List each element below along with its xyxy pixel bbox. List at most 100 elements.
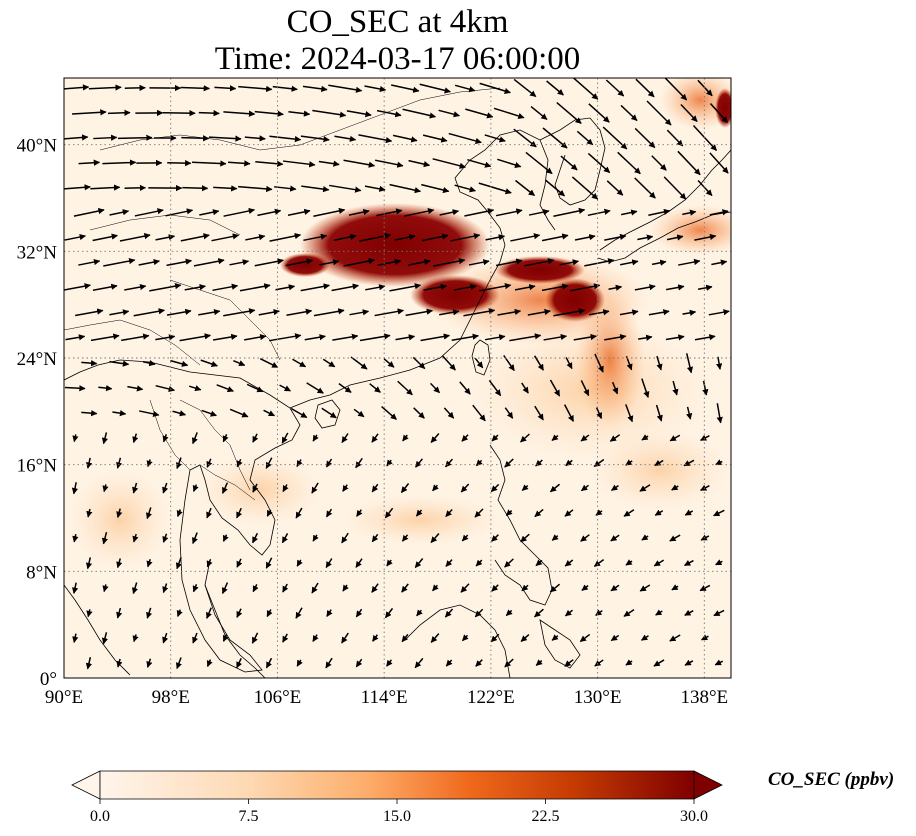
lat-tick-labels: 0° 8°N 16°N 24°N 32°N 40°N <box>17 136 58 690</box>
wind-arrow <box>166 308 192 316</box>
wind-arrow <box>72 534 79 543</box>
wind-arrow <box>634 177 656 199</box>
wind-arrow <box>326 609 333 617</box>
wind-arrow <box>534 405 544 421</box>
wind-arrow <box>81 410 98 417</box>
wind-arrow <box>401 583 409 593</box>
wind-arrow <box>621 209 638 216</box>
wind-arrow <box>86 609 93 618</box>
wind-arrow <box>236 459 243 468</box>
wind-arrow <box>430 532 440 544</box>
wind-arrow <box>491 534 499 542</box>
wind-arrow <box>510 233 541 242</box>
wind-arrow <box>593 559 605 567</box>
wind-arrow <box>639 584 651 592</box>
wind-arrow <box>124 283 147 291</box>
colorbar-tick-label: 7.5 <box>239 808 259 825</box>
wind-arrow <box>463 308 496 317</box>
wind-arrow <box>78 258 101 266</box>
wind-arrow <box>594 659 604 667</box>
wind-arrow <box>371 533 379 543</box>
wind-arrow <box>563 404 575 422</box>
wind-arrow <box>179 333 212 342</box>
wind-arrow <box>292 358 307 368</box>
wind-arrow <box>146 658 153 668</box>
wind-arrow <box>269 333 302 342</box>
wind-arrow <box>520 433 530 443</box>
wind-arrow <box>504 458 514 468</box>
wind-arrow <box>221 582 229 595</box>
wind-arrow <box>587 152 611 174</box>
wind-arrow <box>192 160 227 167</box>
wind-arrow <box>81 360 98 367</box>
wind-arrow <box>244 135 266 142</box>
wind-arrow <box>328 84 363 93</box>
wind-arrow <box>252 433 259 443</box>
lat-tick-label: 8°N <box>26 562 57 583</box>
wind-arrow <box>656 355 663 371</box>
wind-arrow <box>193 258 225 267</box>
wind-arrow <box>697 284 713 291</box>
wind-arrow <box>214 85 237 92</box>
wind-arrow <box>595 509 603 516</box>
wind-arrow <box>221 482 229 494</box>
wind-arrow <box>155 334 176 341</box>
wind-arrow <box>682 209 697 216</box>
wind-arrow <box>595 407 603 420</box>
lat-tick-label: 0° <box>40 669 57 690</box>
wind-arrow <box>200 359 218 367</box>
wind-arrow <box>175 557 182 570</box>
wind-arrow <box>671 484 679 491</box>
wind-arrow <box>430 633 440 643</box>
wind-arrow <box>445 659 453 667</box>
wind-arrow <box>166 258 193 267</box>
wind-arrow <box>127 385 144 392</box>
lat-tick-label: 16°N <box>17 456 58 477</box>
wind-arrow <box>182 185 209 192</box>
colorbar-ticks: 0.0 7.5 15.0 22.5 30.0 <box>90 799 708 825</box>
wind-arrow <box>444 608 454 618</box>
wind-arrow <box>191 432 198 445</box>
wind-arrow <box>109 360 130 367</box>
wind-arrow <box>313 308 345 317</box>
wind-arrow <box>709 103 729 123</box>
lat-tick-label: 40°N <box>17 136 58 157</box>
wind-arrow <box>188 385 202 392</box>
wind-arrow <box>343 257 376 267</box>
wind-arrow <box>684 609 694 616</box>
wind-arrow <box>92 283 118 291</box>
wind-arrow <box>350 356 368 370</box>
wind-arrow <box>355 457 363 469</box>
wind-arrow <box>149 283 182 292</box>
wind-arrow <box>325 657 333 669</box>
wind-arrow <box>637 234 654 241</box>
wind-arrow <box>318 160 340 167</box>
wind-arrow <box>222 434 229 443</box>
wind-arrow <box>281 432 289 444</box>
wind-arrow <box>654 459 664 467</box>
wind-arrow <box>64 184 91 191</box>
wind-arrow <box>683 559 694 567</box>
wind-arrow <box>296 659 303 667</box>
wind-arrow <box>479 82 511 94</box>
wind-arrow <box>381 406 397 420</box>
wind-arrow <box>355 558 363 568</box>
coastline-hainan <box>314 399 341 429</box>
wind-arrow <box>349 309 370 316</box>
wind-arrow <box>301 185 330 193</box>
wind-arrow <box>162 110 196 117</box>
wind-arrow <box>580 484 589 492</box>
coastline-taiwan <box>471 339 491 376</box>
wind-arrow <box>474 508 484 518</box>
wind-arrow <box>107 109 131 116</box>
wind-arrow <box>306 382 324 394</box>
wind-arrow <box>254 258 284 267</box>
field-hot-core <box>300 203 490 287</box>
wind-arrow <box>439 209 460 216</box>
wind-arrow <box>377 258 402 266</box>
wind-vectors <box>64 78 730 670</box>
wind-arrow <box>413 407 425 419</box>
wind-arrow <box>72 434 79 443</box>
wind-arrow <box>444 458 454 468</box>
wind-arrow <box>295 607 303 619</box>
